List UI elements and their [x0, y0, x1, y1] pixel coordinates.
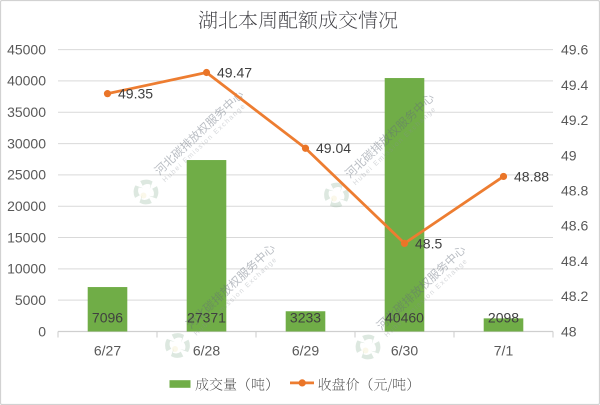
svg-text:10000: 10000: [7, 261, 46, 277]
svg-text:48.5: 48.5: [415, 235, 442, 251]
svg-text:2098: 2098: [488, 310, 519, 326]
svg-text:48.2: 48.2: [561, 288, 588, 304]
svg-text:48.8: 48.8: [561, 183, 588, 199]
svg-text:45000: 45000: [7, 41, 46, 57]
svg-text:7096: 7096: [92, 310, 123, 326]
svg-text:40000: 40000: [7, 73, 46, 89]
svg-text:6/28: 6/28: [193, 343, 220, 359]
svg-text:3233: 3233: [290, 310, 321, 326]
svg-text:48.6: 48.6: [561, 218, 588, 234]
svg-text:7/1: 7/1: [494, 343, 514, 359]
svg-text:49.47: 49.47: [217, 64, 252, 80]
svg-text:49.4: 49.4: [561, 77, 588, 93]
svg-text:15000: 15000: [7, 229, 46, 245]
svg-text:35000: 35000: [7, 104, 46, 120]
svg-text:0: 0: [38, 323, 46, 339]
svg-text:48.4: 48.4: [561, 253, 588, 269]
svg-text:27371: 27371: [187, 310, 226, 326]
svg-text:49: 49: [561, 147, 577, 163]
svg-text:6/30: 6/30: [391, 343, 418, 359]
svg-text:48.88: 48.88: [514, 168, 549, 184]
svg-text:30000: 30000: [7, 135, 46, 151]
svg-text:5000: 5000: [15, 292, 46, 308]
svg-text:49.35: 49.35: [118, 86, 153, 102]
svg-text:40460: 40460: [385, 310, 424, 326]
svg-text:6/27: 6/27: [94, 343, 121, 359]
svg-text:6/29: 6/29: [292, 343, 319, 359]
svg-text:25000: 25000: [7, 167, 46, 183]
svg-text:49.2: 49.2: [561, 112, 588, 128]
svg-text:20000: 20000: [7, 198, 46, 214]
svg-text:49.6: 49.6: [561, 42, 588, 58]
svg-text:48: 48: [561, 323, 577, 339]
svg-text:49.04: 49.04: [316, 140, 351, 156]
